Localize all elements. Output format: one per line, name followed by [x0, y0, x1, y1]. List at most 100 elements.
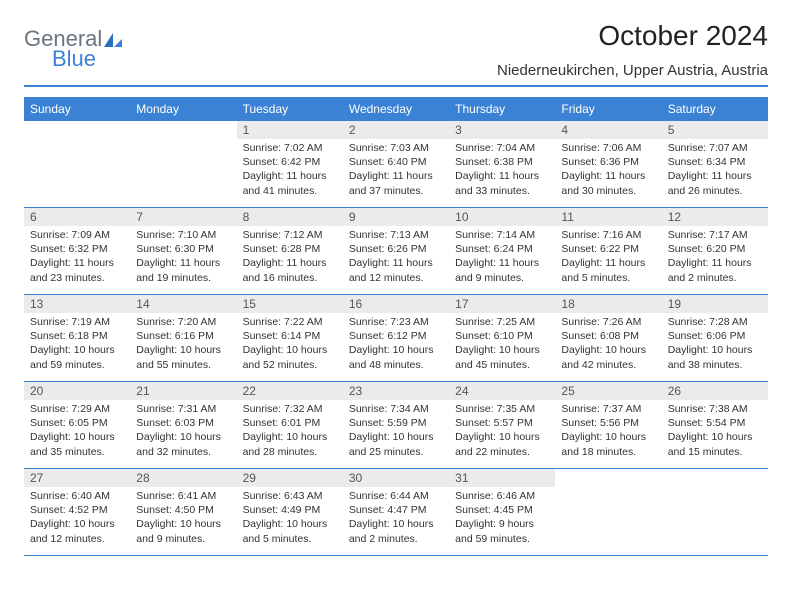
day-number: 28: [130, 469, 236, 487]
sunset-text: Sunset: 6:03 PM: [136, 416, 230, 430]
sunset-text: Sunset: 6:26 PM: [349, 242, 443, 256]
day-number: 26: [662, 382, 768, 400]
sunrise-text: Sunrise: 7:32 AM: [243, 402, 337, 416]
day-cell: 19Sunrise: 7:28 AMSunset: 6:06 PMDayligh…: [662, 295, 768, 381]
day-cell: 4Sunrise: 7:06 AMSunset: 6:36 PMDaylight…: [555, 121, 661, 207]
sunrise-text: Sunrise: 7:20 AM: [136, 315, 230, 329]
sunset-text: Sunset: 6:08 PM: [561, 329, 655, 343]
day-cell: 17Sunrise: 7:25 AMSunset: 6:10 PMDayligh…: [449, 295, 555, 381]
day-number: 16: [343, 295, 449, 313]
sunset-text: Sunset: 6:05 PM: [30, 416, 124, 430]
day-cell: 30Sunrise: 6:44 AMSunset: 4:47 PMDayligh…: [343, 469, 449, 555]
day-cell: [555, 469, 661, 555]
daylight-text: Daylight: 10 hours and 42 minutes.: [561, 343, 655, 371]
sunset-text: Sunset: 6:34 PM: [668, 155, 762, 169]
day-cell: 25Sunrise: 7:37 AMSunset: 5:56 PMDayligh…: [555, 382, 661, 468]
day-number: 12: [662, 208, 768, 226]
sunset-text: Sunset: 5:56 PM: [561, 416, 655, 430]
weekday-header: Monday: [130, 97, 236, 121]
day-cell: 24Sunrise: 7:35 AMSunset: 5:57 PMDayligh…: [449, 382, 555, 468]
day-cell: 14Sunrise: 7:20 AMSunset: 6:16 PMDayligh…: [130, 295, 236, 381]
day-number: 11: [555, 208, 661, 226]
sunrise-text: Sunrise: 7:26 AM: [561, 315, 655, 329]
sunset-text: Sunset: 6:40 PM: [349, 155, 443, 169]
sunrise-text: Sunrise: 7:35 AM: [455, 402, 549, 416]
daylight-text: Daylight: 10 hours and 32 minutes.: [136, 430, 230, 458]
week-row: 27Sunrise: 6:40 AMSunset: 4:52 PMDayligh…: [24, 469, 768, 556]
day-body: Sunrise: 7:19 AMSunset: 6:18 PMDaylight:…: [24, 313, 130, 376]
day-number: 4: [555, 121, 661, 139]
sunrise-text: Sunrise: 7:28 AM: [668, 315, 762, 329]
daylight-text: Daylight: 10 hours and 59 minutes.: [30, 343, 124, 371]
daylight-text: Daylight: 10 hours and 28 minutes.: [243, 430, 337, 458]
sunrise-text: Sunrise: 7:02 AM: [243, 141, 337, 155]
sunrise-text: Sunrise: 7:37 AM: [561, 402, 655, 416]
weeks-container: 1Sunrise: 7:02 AMSunset: 6:42 PMDaylight…: [24, 121, 768, 556]
daylight-text: Daylight: 10 hours and 35 minutes.: [30, 430, 124, 458]
weekday-header: Thursday: [449, 97, 555, 121]
day-body: Sunrise: 7:28 AMSunset: 6:06 PMDaylight:…: [662, 313, 768, 376]
day-body: Sunrise: 7:12 AMSunset: 6:28 PMDaylight:…: [237, 226, 343, 289]
day-body: Sunrise: 7:17 AMSunset: 6:20 PMDaylight:…: [662, 226, 768, 289]
day-number: 25: [555, 382, 661, 400]
day-cell: 5Sunrise: 7:07 AMSunset: 6:34 PMDaylight…: [662, 121, 768, 207]
day-cell: 29Sunrise: 6:43 AMSunset: 4:49 PMDayligh…: [237, 469, 343, 555]
day-body: Sunrise: 7:02 AMSunset: 6:42 PMDaylight:…: [237, 139, 343, 202]
day-body: [662, 487, 768, 493]
day-number: 23: [343, 382, 449, 400]
day-number: 19: [662, 295, 768, 313]
weekday-header: Friday: [555, 97, 661, 121]
day-cell: [130, 121, 236, 207]
daylight-text: Daylight: 10 hours and 12 minutes.: [30, 517, 124, 545]
day-number: 21: [130, 382, 236, 400]
daylight-text: Daylight: 10 hours and 25 minutes.: [349, 430, 443, 458]
daylight-text: Daylight: 10 hours and 45 minutes.: [455, 343, 549, 371]
sunset-text: Sunset: 6:30 PM: [136, 242, 230, 256]
calendar-page: General October 2024 Blue Niederneukirch…: [0, 0, 792, 576]
day-body: Sunrise: 7:35 AMSunset: 5:57 PMDaylight:…: [449, 400, 555, 463]
day-cell: 7Sunrise: 7:10 AMSunset: 6:30 PMDaylight…: [130, 208, 236, 294]
sunset-text: Sunset: 4:49 PM: [243, 503, 337, 517]
day-cell: 15Sunrise: 7:22 AMSunset: 6:14 PMDayligh…: [237, 295, 343, 381]
sunset-text: Sunset: 6:16 PM: [136, 329, 230, 343]
day-number: 31: [449, 469, 555, 487]
day-number: 3: [449, 121, 555, 139]
daylight-text: Daylight: 10 hours and 9 minutes.: [136, 517, 230, 545]
sunrise-text: Sunrise: 7:31 AM: [136, 402, 230, 416]
daylight-text: Daylight: 10 hours and 55 minutes.: [136, 343, 230, 371]
day-cell: 1Sunrise: 7:02 AMSunset: 6:42 PMDaylight…: [237, 121, 343, 207]
day-body: Sunrise: 7:22 AMSunset: 6:14 PMDaylight:…: [237, 313, 343, 376]
day-number: 9: [343, 208, 449, 226]
sunset-text: Sunset: 4:50 PM: [136, 503, 230, 517]
weekday-header: Saturday: [662, 97, 768, 121]
daylight-text: Daylight: 10 hours and 2 minutes.: [349, 517, 443, 545]
day-body: Sunrise: 7:34 AMSunset: 5:59 PMDaylight:…: [343, 400, 449, 463]
sunset-text: Sunset: 5:54 PM: [668, 416, 762, 430]
daylight-text: Daylight: 10 hours and 52 minutes.: [243, 343, 337, 371]
sunset-text: Sunset: 6:24 PM: [455, 242, 549, 256]
day-body: Sunrise: 7:37 AMSunset: 5:56 PMDaylight:…: [555, 400, 661, 463]
weekday-header-row: SundayMondayTuesdayWednesdayThursdayFrid…: [24, 97, 768, 121]
daylight-text: Daylight: 9 hours and 59 minutes.: [455, 517, 549, 545]
day-cell: 22Sunrise: 7:32 AMSunset: 6:01 PMDayligh…: [237, 382, 343, 468]
day-cell: 23Sunrise: 7:34 AMSunset: 5:59 PMDayligh…: [343, 382, 449, 468]
day-body: Sunrise: 7:16 AMSunset: 6:22 PMDaylight:…: [555, 226, 661, 289]
daylight-text: Daylight: 11 hours and 12 minutes.: [349, 256, 443, 284]
sunset-text: Sunset: 6:32 PM: [30, 242, 124, 256]
day-body: Sunrise: 7:06 AMSunset: 6:36 PMDaylight:…: [555, 139, 661, 202]
day-cell: 3Sunrise: 7:04 AMSunset: 6:38 PMDaylight…: [449, 121, 555, 207]
daylight-text: Daylight: 11 hours and 16 minutes.: [243, 256, 337, 284]
sunrise-text: Sunrise: 7:22 AM: [243, 315, 337, 329]
sunrise-text: Sunrise: 7:38 AM: [668, 402, 762, 416]
day-number: 20: [24, 382, 130, 400]
sunset-text: Sunset: 6:36 PM: [561, 155, 655, 169]
day-number: 2: [343, 121, 449, 139]
day-body: [24, 139, 130, 145]
day-cell: [24, 121, 130, 207]
daylight-text: Daylight: 10 hours and 18 minutes.: [561, 430, 655, 458]
day-number: 17: [449, 295, 555, 313]
sunset-text: Sunset: 6:01 PM: [243, 416, 337, 430]
day-number: 6: [24, 208, 130, 226]
day-body: Sunrise: 6:43 AMSunset: 4:49 PMDaylight:…: [237, 487, 343, 550]
sunset-text: Sunset: 4:47 PM: [349, 503, 443, 517]
